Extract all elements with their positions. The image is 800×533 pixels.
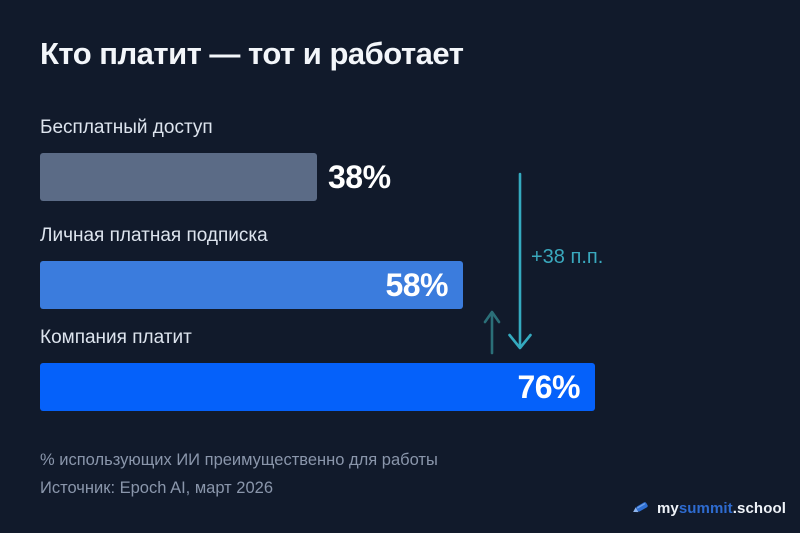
bar-row-personal-subscription: Личная платная подписка 58% <box>40 224 463 309</box>
bar-personal-subscription: 58% <box>40 261 463 309</box>
bar-row-free-access: Бесплатный доступ 38% <box>40 116 391 201</box>
bar-free-access <box>40 153 317 201</box>
bar-label-company-pays: Компания платит <box>40 327 192 348</box>
bar-value-free-access: 38% <box>328 158 391 195</box>
footer: % использующих ИИ преимущественно для ра… <box>40 447 438 502</box>
bar-line: 58% <box>40 261 463 309</box>
pencil-icon <box>633 502 648 513</box>
delta-down-arrow-icon <box>508 172 532 350</box>
chart-source: Источник: Epoch AI, март 2026 <box>40 478 274 497</box>
bar-row-company-pays: Компания платит 76% <box>40 326 595 411</box>
logo-text: mysummit.school <box>657 500 786 517</box>
bar-value-company-pays: 76% <box>517 368 580 405</box>
bar-value-personal-subscription: 58% <box>385 266 448 303</box>
bar-label-personal-subscription: Личная платная подписка <box>40 225 268 246</box>
logo: mysummit.school <box>630 498 786 518</box>
delta-annotation-label: +38 п.п. <box>531 246 604 268</box>
chart-title: Кто платит — тот и работает <box>40 36 464 71</box>
chart-note: % использующих ИИ преимущественно для ра… <box>40 451 438 469</box>
logo-suffix: .school <box>732 499 786 517</box>
bar-line: 76% <box>40 363 595 411</box>
logo-prefix: my <box>656 499 679 517</box>
bar-company-pays: 76% <box>40 363 595 411</box>
bar-label-free-access: Бесплатный доступ <box>40 117 213 138</box>
bar-line: 38% <box>40 153 391 201</box>
logo-highlight: summit <box>678 499 733 517</box>
